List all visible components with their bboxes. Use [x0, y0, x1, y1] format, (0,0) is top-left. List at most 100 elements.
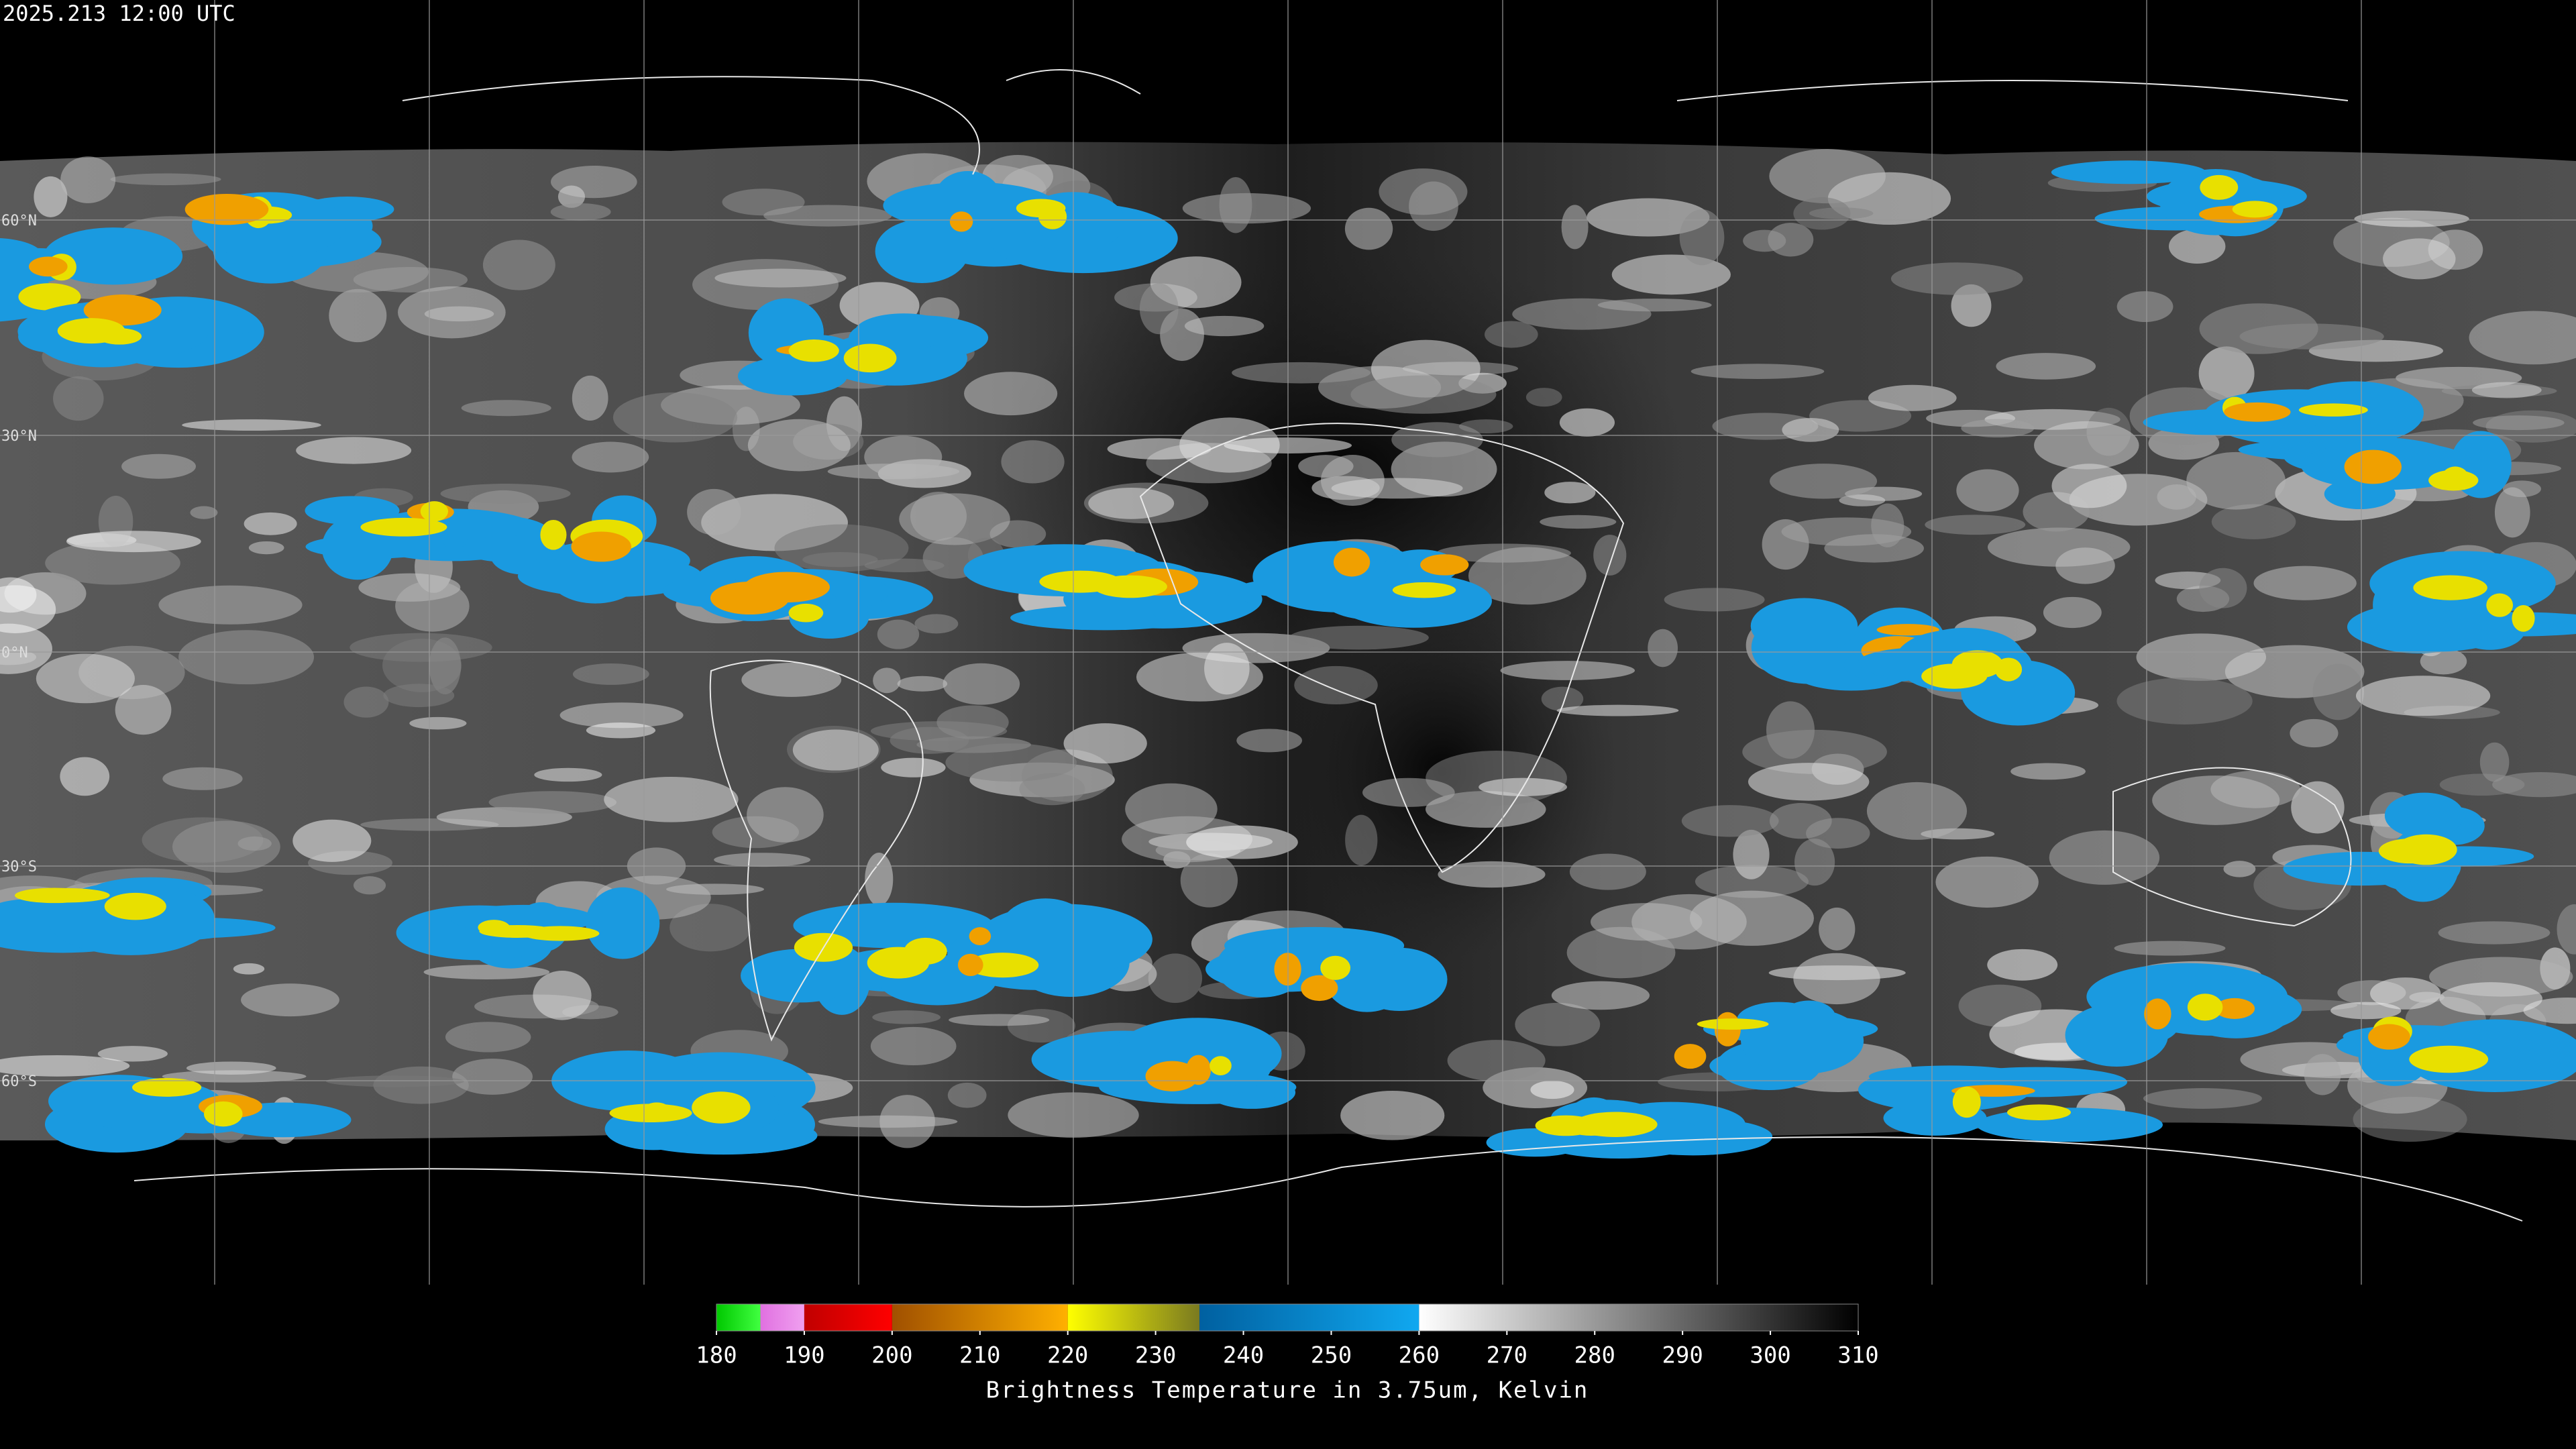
cloud: [1379, 168, 1468, 215]
very-cold-cloud: [1535, 1115, 1597, 1136]
very-cold-cloud: [29, 256, 68, 277]
very-cold-cloud: [2187, 994, 2223, 1021]
cloud: [943, 663, 1020, 705]
cloud: [572, 441, 649, 473]
cloud: [350, 633, 492, 662]
cold-cloud: [1351, 947, 1448, 1011]
very-cold-cloud: [1301, 975, 1338, 1002]
cloud: [121, 453, 197, 479]
cloud: [2439, 982, 2542, 1016]
cloud: [873, 667, 901, 694]
cloud: [964, 372, 1058, 416]
cloud: [741, 662, 842, 697]
cloud: [714, 268, 847, 288]
cloud: [2114, 941, 2226, 956]
colorbar-segment: [1067, 1304, 1200, 1331]
cloud: [1743, 229, 1786, 252]
cold-cloud: [1868, 1065, 2031, 1088]
cloud: [326, 1075, 464, 1087]
cloud: [1690, 364, 1825, 379]
cloud: [2473, 415, 2565, 431]
cloud: [1961, 419, 2035, 438]
colorbar-tick-label: 210: [959, 1342, 1000, 1369]
cloud: [1748, 763, 1870, 801]
cloud: [182, 419, 321, 431]
cloud: [1019, 773, 1085, 806]
cloud: [949, 1014, 1050, 1026]
cloud: [241, 983, 339, 1017]
cloud: [292, 819, 372, 862]
cloud: [559, 702, 684, 729]
cold-cloud: [1148, 592, 1251, 624]
colorbar-segment: [1199, 1304, 1419, 1331]
colorbar-tick-label: 250: [1311, 1342, 1352, 1369]
cloud: [60, 757, 110, 796]
cloud: [178, 630, 315, 685]
cloud: [1587, 198, 1710, 237]
cloud: [864, 435, 943, 478]
cloud: [586, 722, 656, 739]
very-cold-cloud: [1210, 1056, 1232, 1075]
cloud: [865, 852, 894, 906]
colorbar-tick-label: 290: [1662, 1342, 1703, 1369]
cloud: [572, 663, 649, 685]
cold-cloud: [875, 219, 969, 283]
cloud: [424, 306, 494, 322]
cloud: [2043, 596, 2102, 629]
cloud: [1344, 207, 1393, 250]
cloud: [2370, 977, 2441, 1010]
cloud: [1648, 629, 1678, 667]
cloud: [2169, 229, 2226, 264]
very-cold-cloud: [1392, 582, 1456, 598]
cold-cloud: [2051, 160, 2206, 184]
cloud: [2290, 718, 2339, 748]
cloud: [2239, 323, 2384, 350]
cloud: [233, 963, 265, 975]
colorbar-tick-label: 220: [1047, 1342, 1088, 1369]
very-cold-cloud: [131, 1077, 202, 1097]
cold-cloud: [855, 313, 953, 350]
cloud: [1956, 469, 2019, 512]
very-cold-cloud: [2006, 1104, 2071, 1121]
very-cold-cloud: [1038, 203, 1067, 229]
cloud: [343, 686, 389, 718]
cloud: [1512, 298, 1652, 330]
cloud: [1186, 825, 1298, 859]
cloud: [2330, 1002, 2402, 1020]
cloud: [1925, 515, 2026, 535]
cloud: [910, 492, 967, 541]
coastline: [709, 659, 924, 1042]
very-cold-cloud: [1333, 547, 1371, 577]
cold-cloud: [1741, 1007, 1864, 1075]
very-cold-cloud: [2441, 466, 2469, 490]
very-cold-cloud: [2512, 605, 2535, 632]
cloud: [2312, 663, 2365, 720]
cloud: [1794, 839, 1835, 886]
cloud: [2186, 451, 2286, 510]
very-cold-cloud: [969, 927, 991, 945]
cloud: [0, 1055, 130, 1077]
cloud: [1447, 1040, 1546, 1081]
very-cold-cloud: [2144, 998, 2171, 1030]
cloud: [2479, 742, 2510, 782]
cloud: [1541, 686, 1584, 712]
cloud: [2438, 921, 2551, 945]
cold-cloud: [2384, 792, 2464, 839]
cloud: [1664, 588, 1765, 612]
very-cold-cloud: [420, 501, 449, 522]
cloud: [1935, 856, 2039, 908]
cloud: [1139, 283, 1179, 335]
cloud: [1871, 503, 1904, 547]
cloud: [1556, 704, 1679, 716]
very-cold-cloud: [788, 603, 824, 623]
very-cold-cloud: [1697, 1018, 1769, 1030]
very-cold-cloud: [2413, 575, 2487, 600]
cloud: [1769, 803, 1832, 839]
colorbar-tick-label: 280: [1574, 1342, 1615, 1369]
cloud: [2469, 311, 2576, 365]
very-cold-cloud: [23, 888, 110, 903]
cloud: [190, 506, 218, 519]
cloud: [1180, 853, 1238, 908]
very-cold-cloud: [967, 953, 1039, 978]
